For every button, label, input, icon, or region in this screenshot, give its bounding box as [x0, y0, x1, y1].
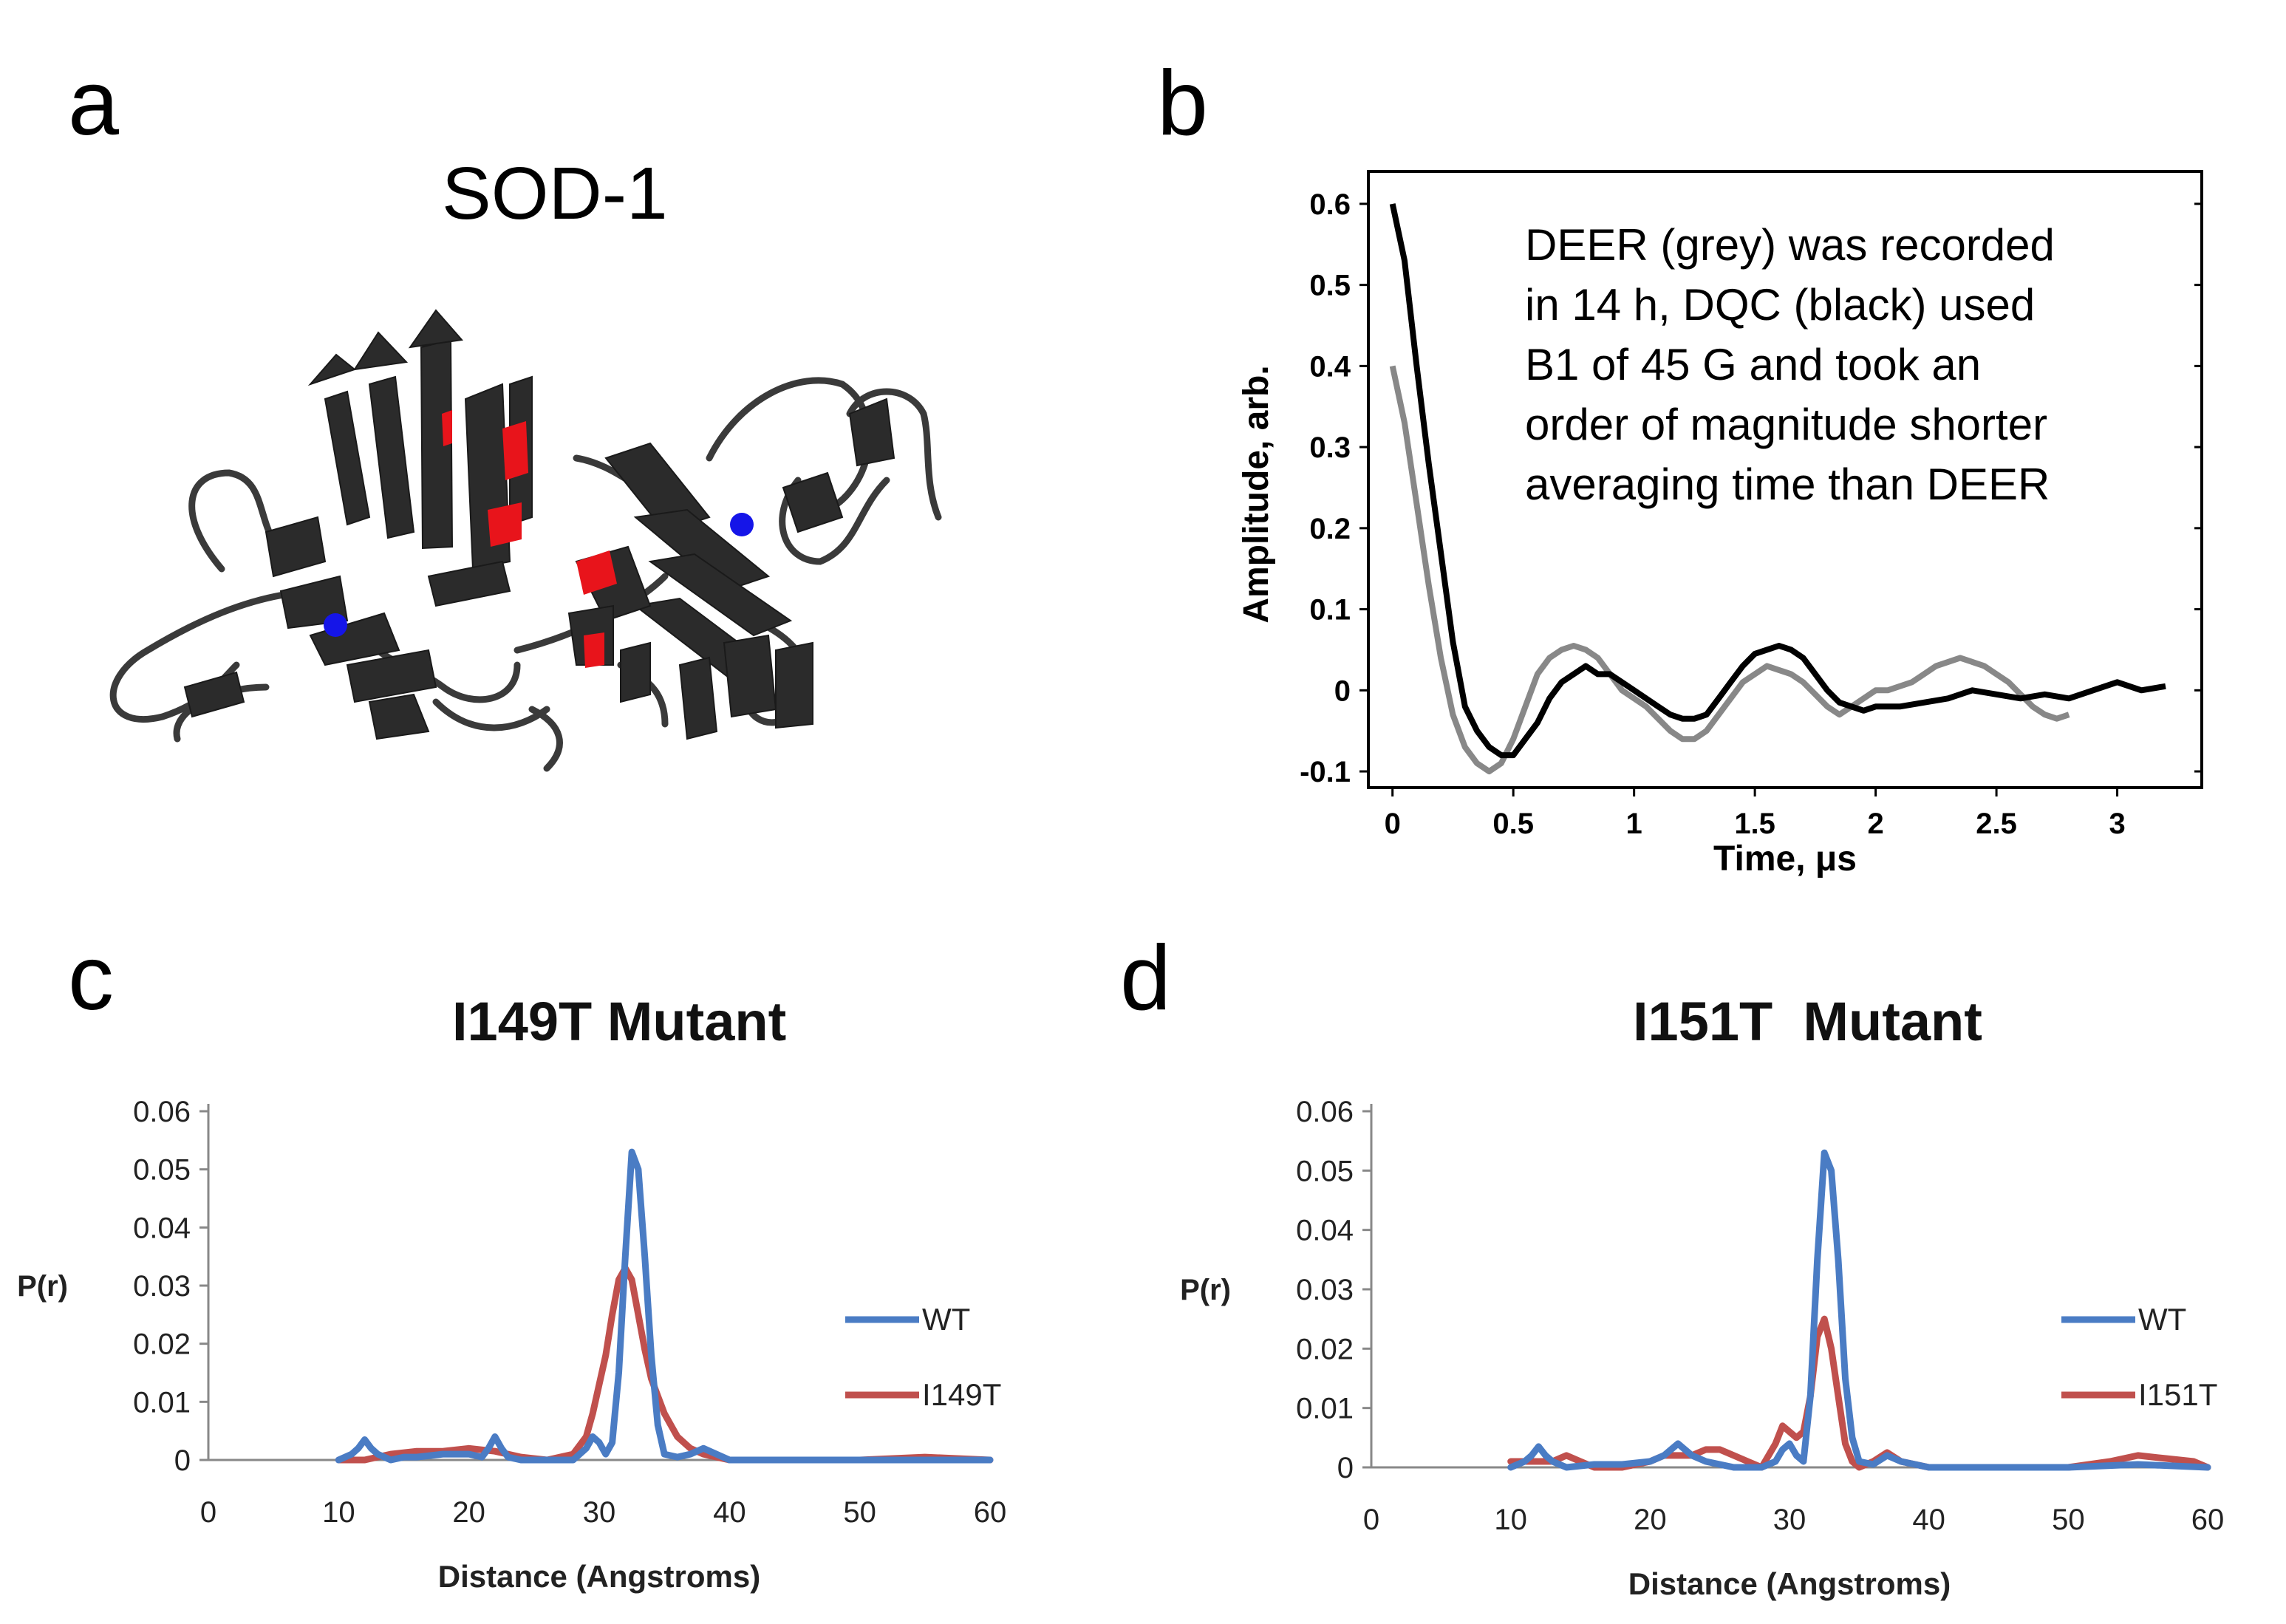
structure-title: SOD-1: [442, 152, 668, 235]
chart-b-xlabel: Time, μs: [1713, 839, 1857, 878]
chart-b-ytick-label: 0.5: [1309, 270, 1351, 302]
chart-d-ytick-label: 0.02: [1296, 1333, 1354, 1365]
chart-b-xtick-label: 1: [1626, 808, 1642, 840]
chart-b-ytick-label: 0.6: [1309, 188, 1351, 221]
chart-d-xtick-label: 40: [1912, 1504, 1945, 1536]
chart-c-ylabel: P(r): [17, 1270, 68, 1303]
chart-b-xtick-label: 3: [2109, 808, 2125, 840]
chart-b-xtick-label: 1.5: [1734, 808, 1775, 840]
chart-c-ytick-label: 0.04: [133, 1212, 191, 1244]
chart-c-xtick-label: 50: [843, 1496, 876, 1529]
chart-b-ylabel: Amplitude, arb.: [1237, 365, 1276, 623]
chart-b-ytick-label: 0.2: [1309, 513, 1351, 545]
chart-c-ytick-label: 0: [174, 1444, 191, 1477]
chart-b-xtick-label: 0: [1385, 808, 1401, 840]
chart-c-ytick-label: 0.05: [133, 1154, 191, 1187]
chart-c-ytick-label: 0.06: [133, 1096, 191, 1128]
chart-c-xtick-label: 10: [322, 1496, 355, 1529]
panel-letter-d: d: [1120, 927, 1171, 1029]
chart-b-ytick-label: 0.1: [1309, 594, 1351, 627]
chart-b-annotation-line: B1 of 45 G and took an: [1525, 340, 1981, 389]
chart-d-xtick-label: 20: [1634, 1504, 1667, 1536]
chart-c-title: I149T Mutant: [452, 991, 787, 1052]
chart-c-ytick-label: 0.03: [133, 1270, 191, 1303]
chart-c-ytick-label: 0.01: [133, 1386, 191, 1419]
chart-c-legend-label-1: I149T: [922, 1377, 1001, 1412]
panel-letter-a: a: [68, 52, 119, 154]
chart-b-ytick-label: 0: [1334, 675, 1351, 707]
chart-d-legend-label-1: I151T: [2138, 1377, 2217, 1412]
chart-b-xtick-label: 0.5: [1492, 808, 1534, 840]
chart-d-xlabel: Distance (Angstroms): [1628, 1566, 1951, 1601]
chart-d-ytick-label: 0.04: [1296, 1215, 1354, 1247]
chart-c-xtick-label: 20: [452, 1496, 485, 1529]
chart-d-ytick-label: 0.03: [1296, 1274, 1354, 1306]
metal-ion-left: [324, 613, 347, 637]
chart-c-xtick-label: 30: [583, 1496, 616, 1529]
chart-c-xtick-label: 0: [200, 1496, 216, 1529]
panel-letter-b: b: [1157, 52, 1208, 154]
chart-d-ytick-label: 0.05: [1296, 1155, 1354, 1187]
chart-d-xtick-label: 10: [1494, 1504, 1527, 1536]
chart-c-xtick-label: 40: [713, 1496, 746, 1529]
chart-c-xlabel: Distance (Angstroms): [438, 1559, 760, 1594]
chart-b-ytick-label: -0.1: [1300, 756, 1351, 788]
chart-d-ytick-label: 0.01: [1296, 1393, 1354, 1425]
chart-d-xtick-label: 30: [1773, 1504, 1806, 1536]
chart-c-xtick-label: 60: [974, 1496, 1007, 1529]
chart-b-xtick-label: 2.5: [1976, 808, 2017, 840]
chart-d-xtick-label: 60: [2191, 1504, 2225, 1536]
chart-b-ytick-label: 0.4: [1309, 350, 1351, 383]
chart-b-annotation-line: in 14 h, DQC (black) used: [1525, 280, 2035, 330]
chart-c-ytick-label: 0.02: [133, 1328, 191, 1361]
panel-letter-c: c: [68, 927, 114, 1029]
chart-b-annotation-line: averaging time than DEER: [1525, 460, 2050, 509]
chart-d: 0 0.01 0.02 0.03 0.04 0.05 0.06 0 10 20 30 40 50 60 P(…: [1180, 1096, 2224, 1601]
chart-b: 0 0.5 1 1.5 2 2.5 3 -0.1 0 0.1 0.2 0.3 0.4 0.5 0.6 Time…: [1237, 170, 2203, 878]
chart-d-ylabel: P(r): [1180, 1274, 1231, 1306]
chart-d-xtick-label: 50: [2052, 1504, 2085, 1536]
beta-strands: [183, 309, 895, 740]
chart-d-xtick-label: 0: [1363, 1504, 1379, 1536]
chart-b-annotation-line: order of magnitude shorter: [1525, 400, 2047, 449]
chart-b-annotation-line: DEER (grey) was recorded: [1525, 220, 2055, 270]
chart-d-ytick-label: 0: [1337, 1452, 1354, 1484]
chart-d-legend-label-0: WT: [2138, 1302, 2186, 1337]
chart-b-ytick-label: 0.3: [1309, 431, 1351, 464]
chart-b-frame: [1367, 170, 2203, 789]
chart-c: 0 0.01 0.02 0.03 0.04 0.05 0.06 0 10 20 30 40 50 60 P(…: [17, 1096, 1006, 1594]
chart-d-series-0: [1507, 1149, 2211, 1471]
chart-c-legend-label-0: WT: [922, 1302, 970, 1337]
chart-b-series-1: [1389, 203, 2166, 759]
chart-c-series-0: [335, 1148, 994, 1464]
metal-ion-right: [730, 513, 754, 536]
chart-d-ytick-label: 0.06: [1296, 1096, 1354, 1128]
chart-c-series-1: [335, 1264, 994, 1464]
chart-b-xtick-label: 2: [1867, 808, 1883, 840]
highlighted-residues: [442, 410, 617, 668]
chart-d-title: I151T Mutant: [1633, 991, 1982, 1052]
